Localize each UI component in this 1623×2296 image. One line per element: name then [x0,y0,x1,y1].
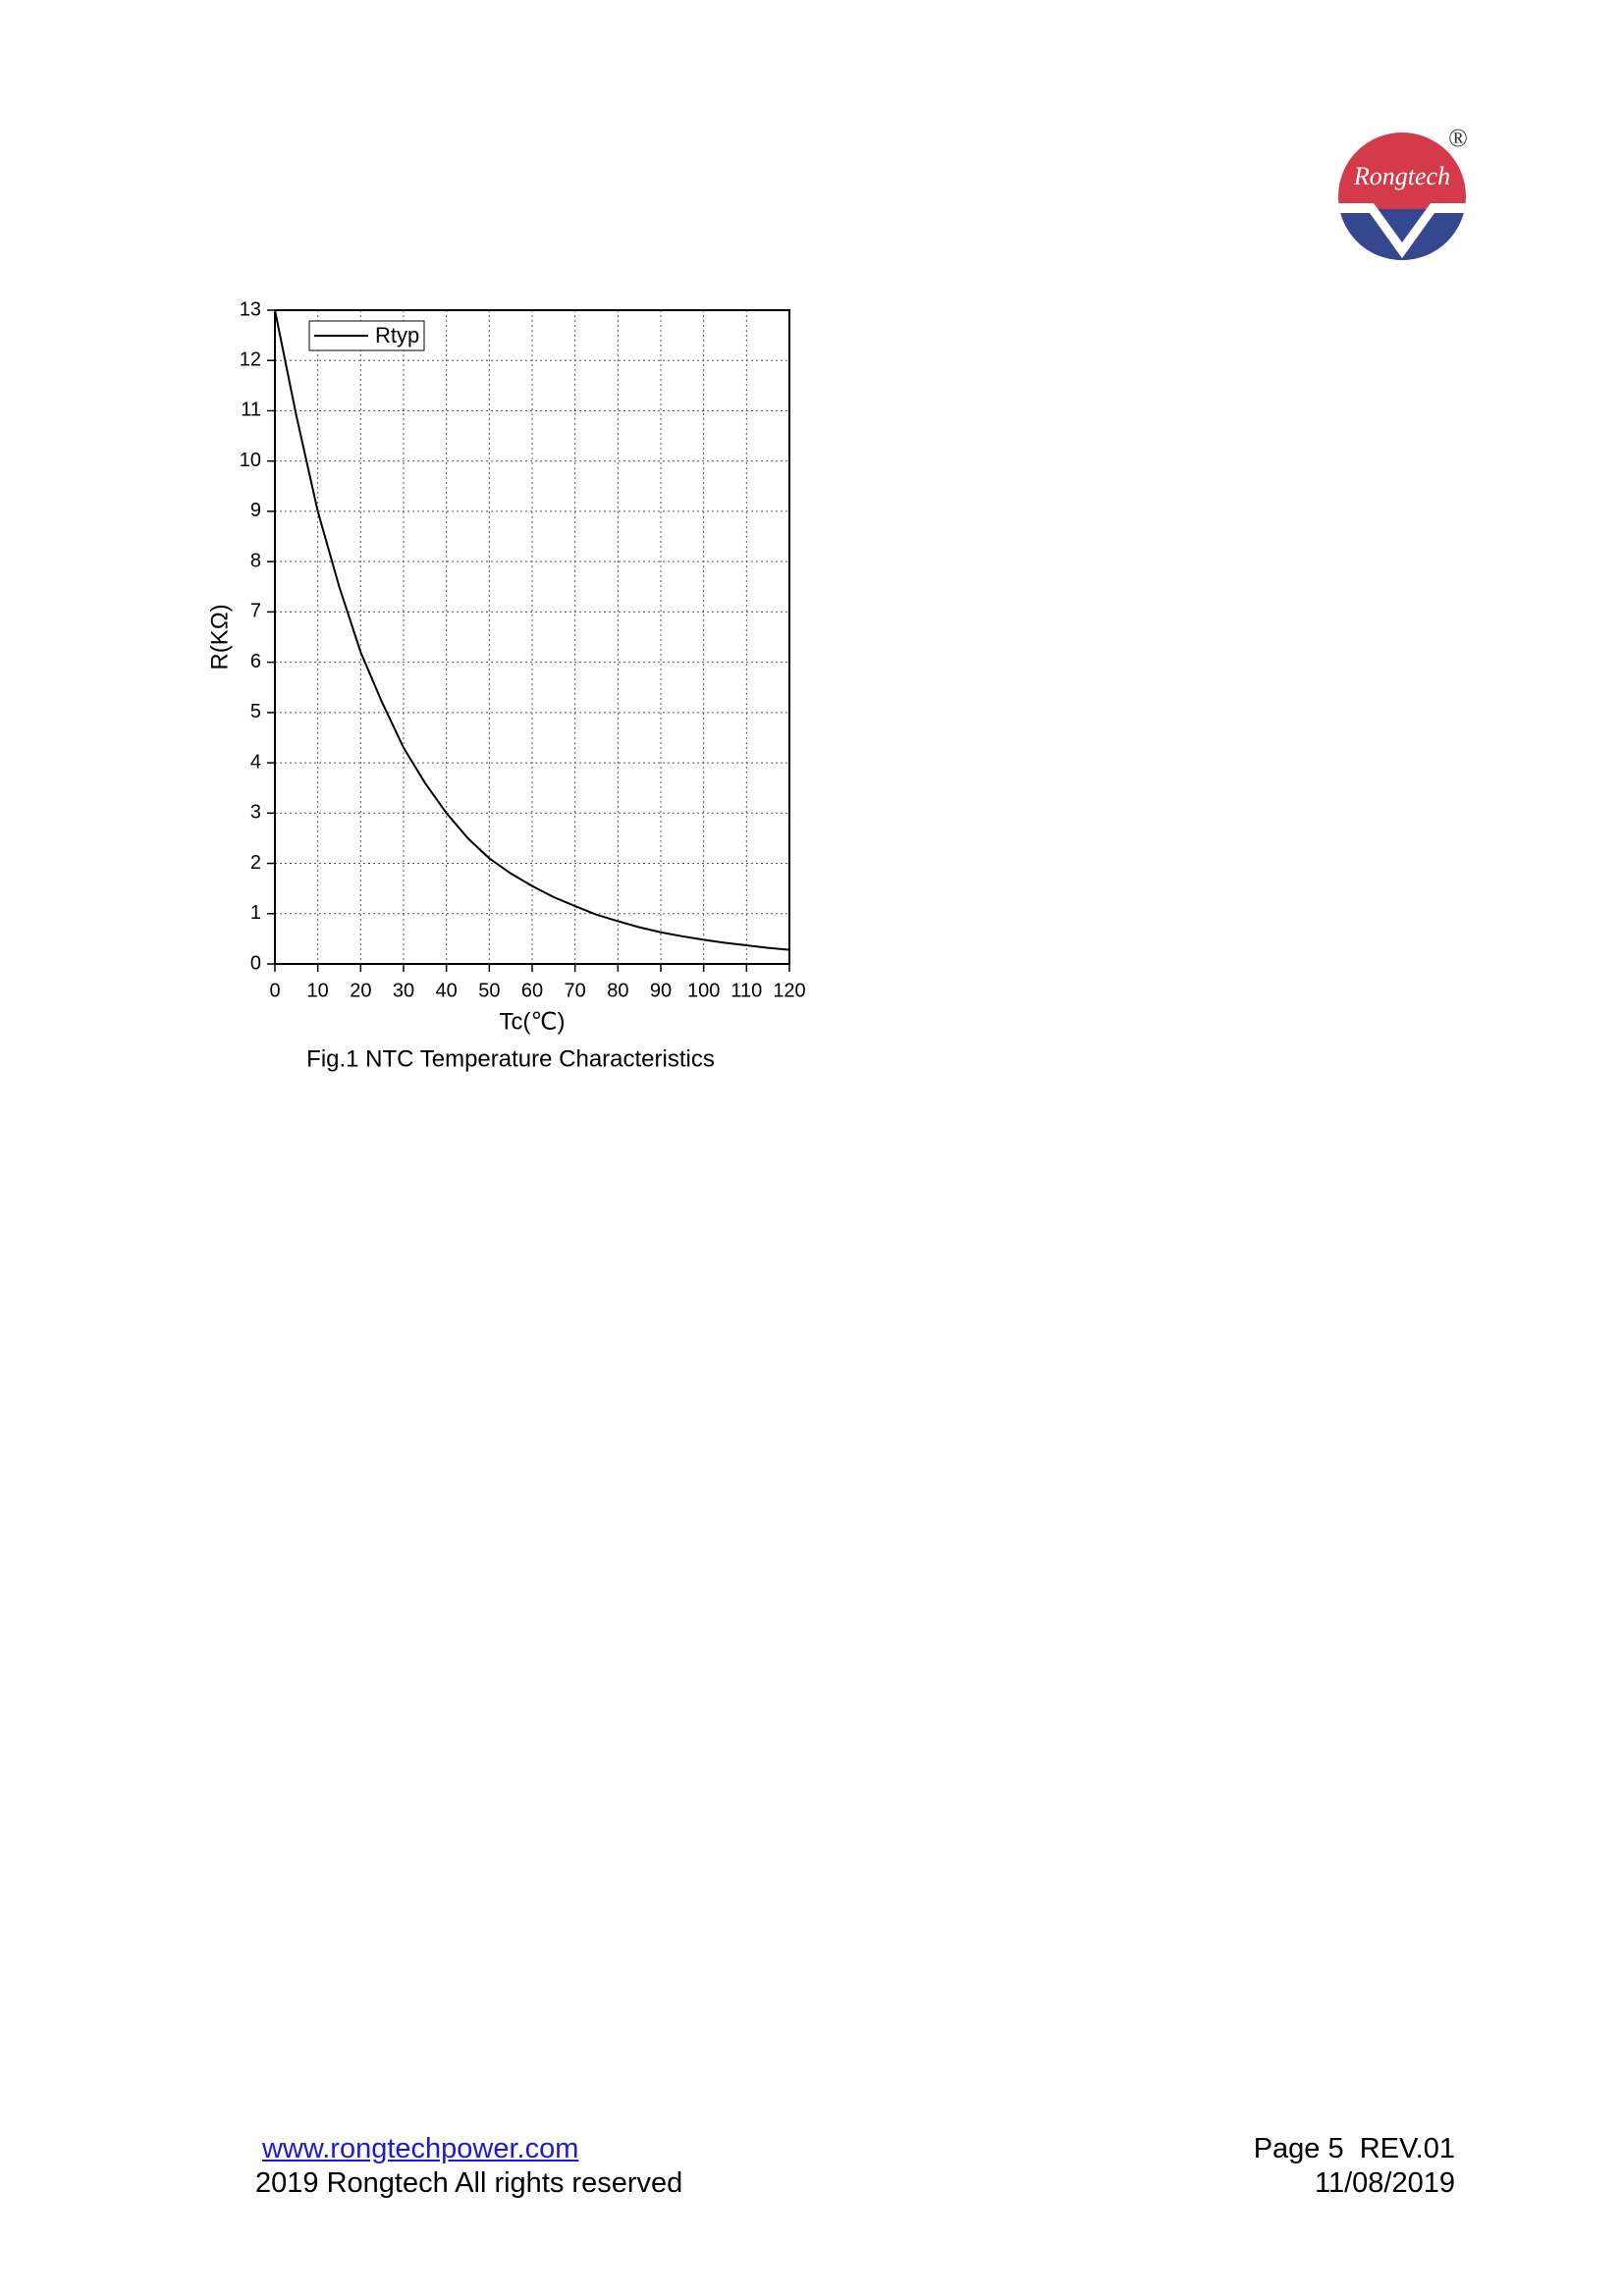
x-tick-label: 30 [393,980,414,1001]
x-tick-label: 10 [307,980,329,1001]
y-tick-label: 10 [240,450,261,471]
x-tick-label: 80 [607,980,628,1001]
x-axis-label: Tc(℃) [500,1008,566,1035]
y-tick-label: 12 [240,349,261,371]
chart-caption: Fig.1 NTC Temperature Characteristics [306,1045,715,1072]
x-tick-label: 100 [687,980,720,1001]
x-tick-label: 70 [565,980,586,1001]
y-tick-label: 9 [250,500,261,521]
x-tick-label: 110 [730,980,762,1001]
y-tick-label: 13 [240,298,261,320]
legend-label: Rtyp [375,323,419,347]
logo-emblem [1338,133,1466,260]
y-tick-label: 6 [250,651,261,672]
y-tick-label: 3 [250,802,261,824]
y-tick-label: 7 [250,601,261,622]
y-axis-label: R(KΩ) [206,604,233,669]
logo: Rongtech ® [1338,124,1468,260]
y-tick-label: 5 [250,701,261,722]
y-tick-label: 0 [250,952,261,974]
registered-mark: ® [1448,124,1468,152]
chart: Fig.1 NTC Temperature Characteristics Tc… [206,298,805,1072]
x-tick-label: 90 [650,980,672,1001]
x-tick-label: 60 [521,980,543,1001]
x-tick-label: 50 [478,980,500,1001]
x-tick-label: 0 [269,980,280,1001]
x-tick-label: 40 [436,980,458,1001]
y-tick-label: 1 [250,902,261,924]
y-tick-label: 4 [250,751,261,773]
x-tick-label: 20 [350,980,371,1001]
y-tick-label: 11 [241,400,261,421]
x-tick-label: 120 [773,980,805,1001]
data-line [274,309,790,951]
logo-text: Rongtech [1353,162,1450,190]
y-tick-label: 2 [250,852,261,874]
page-number: Page 5 REV.01 [1253,2133,1455,2164]
date: 11/08/2019 [1315,2167,1455,2199]
copyright: 2019 Rongtech All rights reserved [255,2167,683,2199]
plot-frame [274,309,790,965]
y-tick-label: 8 [250,550,261,571]
website-link[interactable]: www.rongtechpower.com [262,2133,579,2164]
